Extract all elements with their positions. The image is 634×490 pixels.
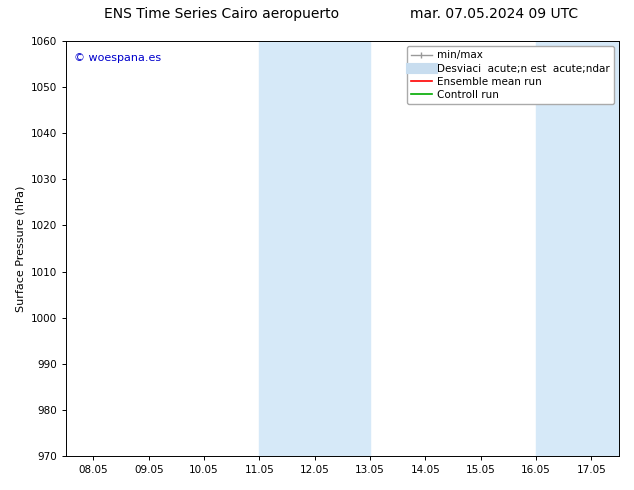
Bar (259, 41, 370, 456)
Text: mar. 07.05.2024 09 UTC: mar. 07.05.2024 09 UTC (410, 7, 579, 22)
Legend: min/max, Desviaci  acute;n est  acute;ndar, Ensemble mean run, Controll run: min/max, Desviaci acute;n est acute;ndar… (406, 46, 614, 104)
Text: © woespana.es: © woespana.es (74, 53, 161, 64)
Text: ENS Time Series Cairo aeropuerto: ENS Time Series Cairo aeropuerto (105, 7, 339, 22)
Y-axis label: Surface Pressure (hPa): Surface Pressure (hPa) (15, 185, 25, 312)
Bar (536, 41, 619, 456)
